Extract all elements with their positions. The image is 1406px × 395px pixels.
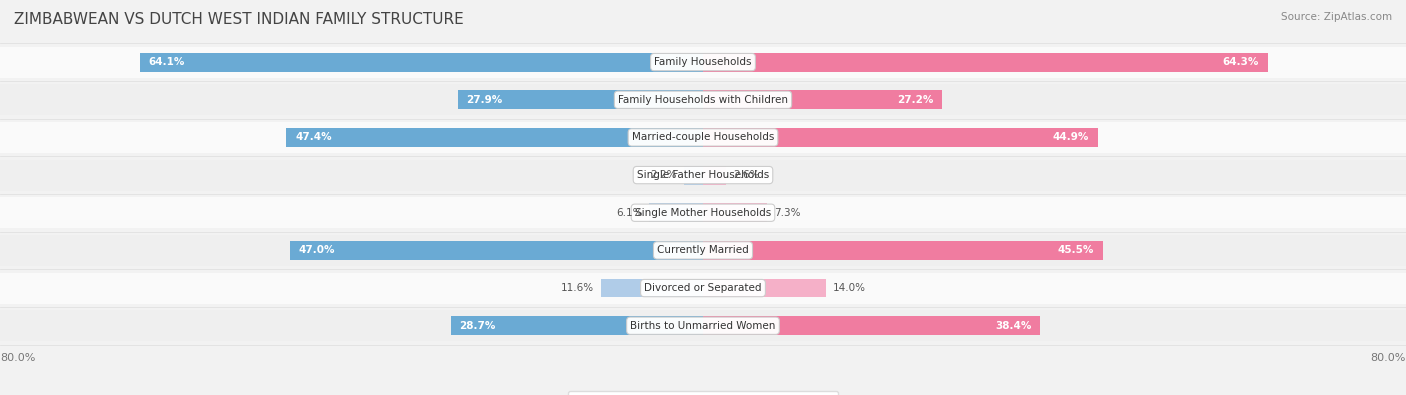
Text: Family Households with Children: Family Households with Children — [619, 95, 787, 105]
Text: ZIMBABWEAN VS DUTCH WEST INDIAN FAMILY STRUCTURE: ZIMBABWEAN VS DUTCH WEST INDIAN FAMILY S… — [14, 12, 464, 27]
Bar — [451, 316, 703, 335]
Text: Married-couple Households: Married-couple Households — [631, 132, 775, 143]
Bar — [703, 316, 1040, 335]
Bar — [0, 273, 1406, 303]
Text: Divorced or Separated: Divorced or Separated — [644, 283, 762, 293]
Text: 80.0%: 80.0% — [1371, 353, 1406, 363]
Bar — [703, 166, 725, 184]
Text: 64.1%: 64.1% — [149, 57, 184, 67]
Bar — [290, 241, 703, 260]
Text: Currently Married: Currently Married — [657, 245, 749, 256]
Bar — [703, 241, 1102, 260]
Bar — [139, 53, 703, 71]
Bar — [287, 128, 703, 147]
Bar — [703, 90, 942, 109]
Bar — [0, 235, 1406, 266]
Text: 2.6%: 2.6% — [733, 170, 759, 180]
Bar — [0, 84, 1406, 115]
Legend: Zimbabwean, Dutch West Indian: Zimbabwean, Dutch West Indian — [568, 391, 838, 395]
Bar — [0, 310, 1406, 341]
Text: Single Mother Households: Single Mother Households — [636, 208, 770, 218]
Text: 14.0%: 14.0% — [832, 283, 866, 293]
Text: Family Households: Family Households — [654, 57, 752, 67]
Text: 45.5%: 45.5% — [1057, 245, 1094, 256]
Bar — [458, 90, 703, 109]
Bar — [650, 203, 703, 222]
Text: Births to Unmarried Women: Births to Unmarried Women — [630, 321, 776, 331]
Text: 11.6%: 11.6% — [561, 283, 593, 293]
Text: 28.7%: 28.7% — [460, 321, 496, 331]
Bar — [0, 198, 1406, 228]
Text: Single Father Households: Single Father Households — [637, 170, 769, 180]
Text: 38.4%: 38.4% — [995, 321, 1032, 331]
Bar — [0, 47, 1406, 77]
Text: 2.2%: 2.2% — [650, 170, 676, 180]
Text: Source: ZipAtlas.com: Source: ZipAtlas.com — [1281, 12, 1392, 22]
Text: 64.3%: 64.3% — [1223, 57, 1260, 67]
Bar — [0, 122, 1406, 153]
Bar — [602, 278, 703, 297]
Bar — [703, 203, 768, 222]
Text: 80.0%: 80.0% — [0, 353, 35, 363]
Text: 7.3%: 7.3% — [775, 208, 800, 218]
Text: 47.0%: 47.0% — [299, 245, 335, 256]
Text: 44.9%: 44.9% — [1053, 132, 1088, 143]
Bar — [703, 128, 1098, 147]
Text: 27.9%: 27.9% — [467, 95, 503, 105]
Text: 27.2%: 27.2% — [897, 95, 934, 105]
Bar — [683, 166, 703, 184]
Text: 47.4%: 47.4% — [295, 132, 332, 143]
Bar — [703, 278, 827, 297]
Text: 6.1%: 6.1% — [616, 208, 643, 218]
Bar — [703, 53, 1268, 71]
Bar — [0, 160, 1406, 190]
